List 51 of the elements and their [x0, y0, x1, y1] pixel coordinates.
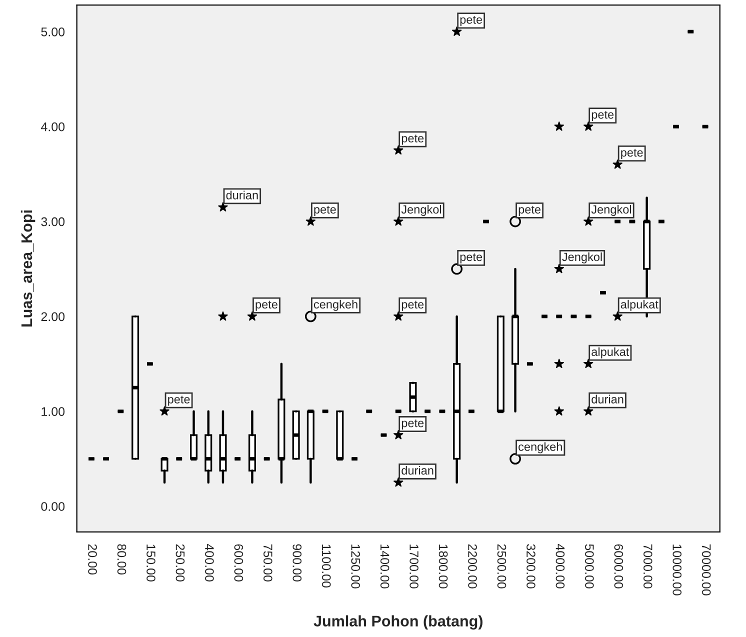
x-tick-label: 2200.00 — [468, 544, 477, 588]
y-tick-label: 1.00 — [42, 407, 65, 416]
annotation: pete — [314, 206, 336, 216]
x-tick-label: 1700.00 — [410, 544, 418, 588]
y-tick-label: 0.00 — [41, 502, 65, 511]
x-tick-label: 5000.00 — [585, 544, 594, 588]
annotation: pete — [460, 253, 482, 264]
annotation: pete — [402, 300, 424, 311]
y-tick-label: 2.00 — [41, 312, 65, 322]
annotation: Jengkol — [401, 204, 442, 216]
annotation: Jengkol — [591, 204, 632, 216]
x-tick-label: 80.00 — [117, 544, 126, 574]
annotation: pete — [256, 300, 278, 311]
annotation: durian — [226, 190, 258, 200]
annotation: pete — [592, 110, 614, 122]
x-tick-label: 250.00 — [176, 544, 185, 582]
x-tick-label: 150.00 — [146, 544, 156, 582]
y-tick-label: 5.00 — [41, 27, 65, 36]
x-tick-label: 400.00 — [205, 544, 214, 582]
annotation: cengkeh — [314, 300, 358, 311]
x-tick-label: 600.00 — [234, 544, 244, 582]
x-tick-label: 900.00 — [292, 544, 302, 582]
x-tick-label: 70000.00 — [702, 544, 711, 596]
y-axis-title: Luas_area_Kopi — [20, 210, 36, 326]
x-tick-label: 7000.00 — [643, 544, 652, 588]
annotation: pete — [402, 134, 424, 145]
x-tick-label: 20.00 — [88, 544, 97, 574]
y-tick-label: 3.00 — [41, 217, 65, 226]
x-tick-label: 6000.00 — [614, 544, 624, 588]
annotation: pete — [402, 419, 424, 430]
x-tick-label: 10000.00 — [672, 544, 682, 596]
annotation: pete — [460, 16, 482, 26]
x-tick-label: 1400.00 — [380, 544, 390, 588]
y-tick-label: 4.00 — [40, 122, 65, 132]
x-tick-label: 1800.00 — [438, 544, 448, 588]
annotation: alpukat — [592, 347, 630, 358]
x-axis-title: Jumlah Pohon (batang) — [314, 615, 482, 630]
annotation: durian — [402, 466, 434, 475]
x-tick-label: 1100.00 — [322, 544, 331, 588]
annotation: cengkeh — [518, 442, 562, 454]
annotation: pete — [518, 206, 541, 216]
annotation: pete — [168, 396, 190, 406]
annotation: Jengkol — [562, 252, 602, 264]
annotation: durian — [592, 394, 624, 404]
x-tick-label: 4000.00 — [556, 544, 565, 588]
annotation: alpukat — [620, 300, 658, 311]
x-tick-label: 3200.00 — [526, 544, 536, 588]
x-tick-label: 2500.00 — [497, 544, 506, 588]
annotation: pete — [621, 148, 643, 160]
x-tick-label: 750.00 — [263, 544, 272, 582]
x-tick-label: 1250.00 — [351, 544, 360, 588]
